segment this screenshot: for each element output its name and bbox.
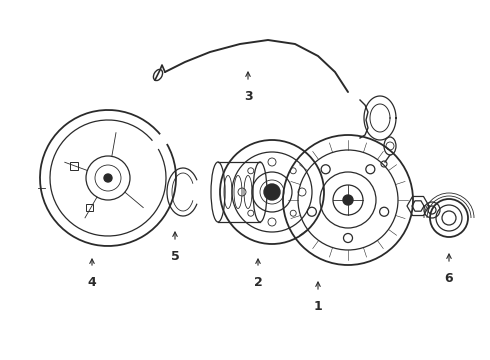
Circle shape	[264, 184, 280, 200]
Text: 2: 2	[254, 276, 262, 289]
Circle shape	[343, 195, 353, 205]
Text: 3: 3	[244, 90, 252, 103]
Bar	[86, 204, 93, 211]
Text: 5: 5	[171, 250, 179, 263]
Circle shape	[104, 174, 112, 182]
Bar	[70, 162, 78, 170]
Text: 6: 6	[445, 272, 453, 285]
Text: 1: 1	[314, 300, 322, 313]
Text: 4: 4	[88, 276, 97, 289]
